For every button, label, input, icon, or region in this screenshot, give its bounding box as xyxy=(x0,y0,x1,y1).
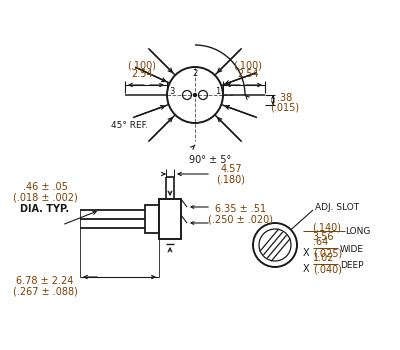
Text: LONG: LONG xyxy=(345,228,370,237)
Text: X: X xyxy=(303,248,310,258)
Text: 2.54: 2.54 xyxy=(237,69,259,79)
Text: (.267 ± .088): (.267 ± .088) xyxy=(12,287,78,297)
Text: .64: .64 xyxy=(313,237,328,247)
Text: .38: .38 xyxy=(277,93,293,103)
Bar xyxy=(145,205,159,233)
Text: (.100): (.100) xyxy=(128,60,156,70)
Text: WIDE: WIDE xyxy=(340,245,364,253)
Circle shape xyxy=(253,223,297,267)
Text: DEEP: DEEP xyxy=(340,260,364,270)
Text: 45° REF.: 45° REF. xyxy=(112,120,148,130)
Text: 6.35 ± .51: 6.35 ± .51 xyxy=(216,204,266,214)
Text: (.140): (.140) xyxy=(312,222,341,232)
Text: ADJ. SLOT: ADJ. SLOT xyxy=(315,203,359,211)
Text: 6.78 ± 2.24: 6.78 ± 2.24 xyxy=(16,276,74,286)
Text: DIA. TYP.: DIA. TYP. xyxy=(20,204,70,214)
Text: 2: 2 xyxy=(192,70,198,78)
Text: (.180): (.180) xyxy=(216,174,246,184)
Bar xyxy=(159,199,181,239)
Circle shape xyxy=(259,229,291,261)
Circle shape xyxy=(194,93,196,97)
Text: X: X xyxy=(303,264,310,274)
Text: (.015): (.015) xyxy=(270,102,300,112)
Text: (.018 ± .002): (.018 ± .002) xyxy=(13,193,77,203)
Text: 1.02: 1.02 xyxy=(313,253,334,263)
Text: 2.54: 2.54 xyxy=(131,69,153,79)
Text: (.040): (.040) xyxy=(313,264,342,274)
Text: (.250 ± .020): (.250 ± .020) xyxy=(208,215,274,225)
Text: (.025): (.025) xyxy=(313,248,342,258)
Text: .46 ± .05: .46 ± .05 xyxy=(22,182,68,192)
Text: 4.57: 4.57 xyxy=(220,164,242,174)
Text: (.100): (.100) xyxy=(234,60,262,70)
Text: 3: 3 xyxy=(169,86,175,96)
Text: 90° ± 5°: 90° ± 5° xyxy=(189,155,231,165)
Text: 1: 1 xyxy=(215,86,221,96)
Text: 3.56: 3.56 xyxy=(312,232,334,242)
